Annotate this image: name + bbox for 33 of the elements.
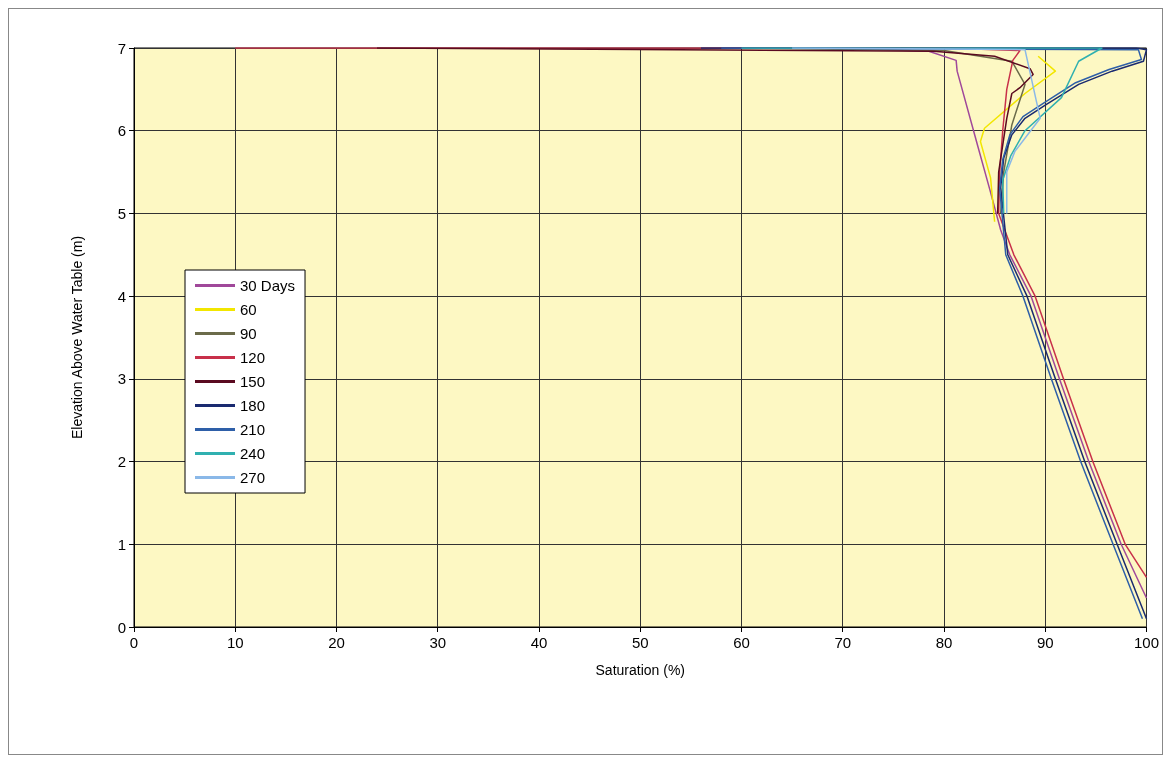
legend-label: 210	[240, 421, 266, 438]
x-axis-title: Saturation (%)	[595, 662, 685, 678]
y-tick-label: 6	[117, 122, 126, 140]
legend-label: 270	[240, 469, 266, 486]
legend-label: 30 Days	[240, 277, 296, 294]
line-series	[376, 47, 1034, 215]
legend-label: 90	[240, 325, 257, 342]
x-tick-label: 100	[1133, 634, 1159, 651]
y-axis-title: Elevation Above Water Table (m)	[69, 235, 85, 440]
legend-label: 240	[240, 445, 266, 462]
x-tick-label: 70	[834, 634, 852, 651]
legend-label: 180	[240, 397, 266, 414]
x-tick-label: 0	[129, 634, 139, 651]
line-series	[979, 55, 1057, 223]
x-tick-label: 20	[328, 634, 345, 651]
legend-label: 120	[240, 349, 266, 366]
x-tick-label: 10	[226, 634, 244, 651]
line-series	[791, 47, 1041, 215]
x-tick-label: 80	[935, 634, 953, 651]
legend-label: 150	[240, 373, 266, 390]
x-tick-label: 50	[631, 634, 649, 651]
y-tick-label: 3	[117, 370, 126, 388]
y-tick-label: 4	[117, 287, 126, 305]
y-tick-label: 2	[117, 453, 126, 471]
y-tick-label: 0	[117, 618, 126, 636]
x-tick-label: 90	[1036, 634, 1054, 651]
legend-label: 60	[240, 301, 257, 318]
x-tick-label: 60	[733, 634, 750, 651]
x-tick-label: 30	[429, 634, 447, 651]
y-tick-label: 5	[117, 204, 126, 222]
y-tick-label: 7	[117, 39, 126, 57]
y-tick-label: 1	[117, 535, 126, 553]
x-tick-label: 40	[530, 634, 548, 651]
